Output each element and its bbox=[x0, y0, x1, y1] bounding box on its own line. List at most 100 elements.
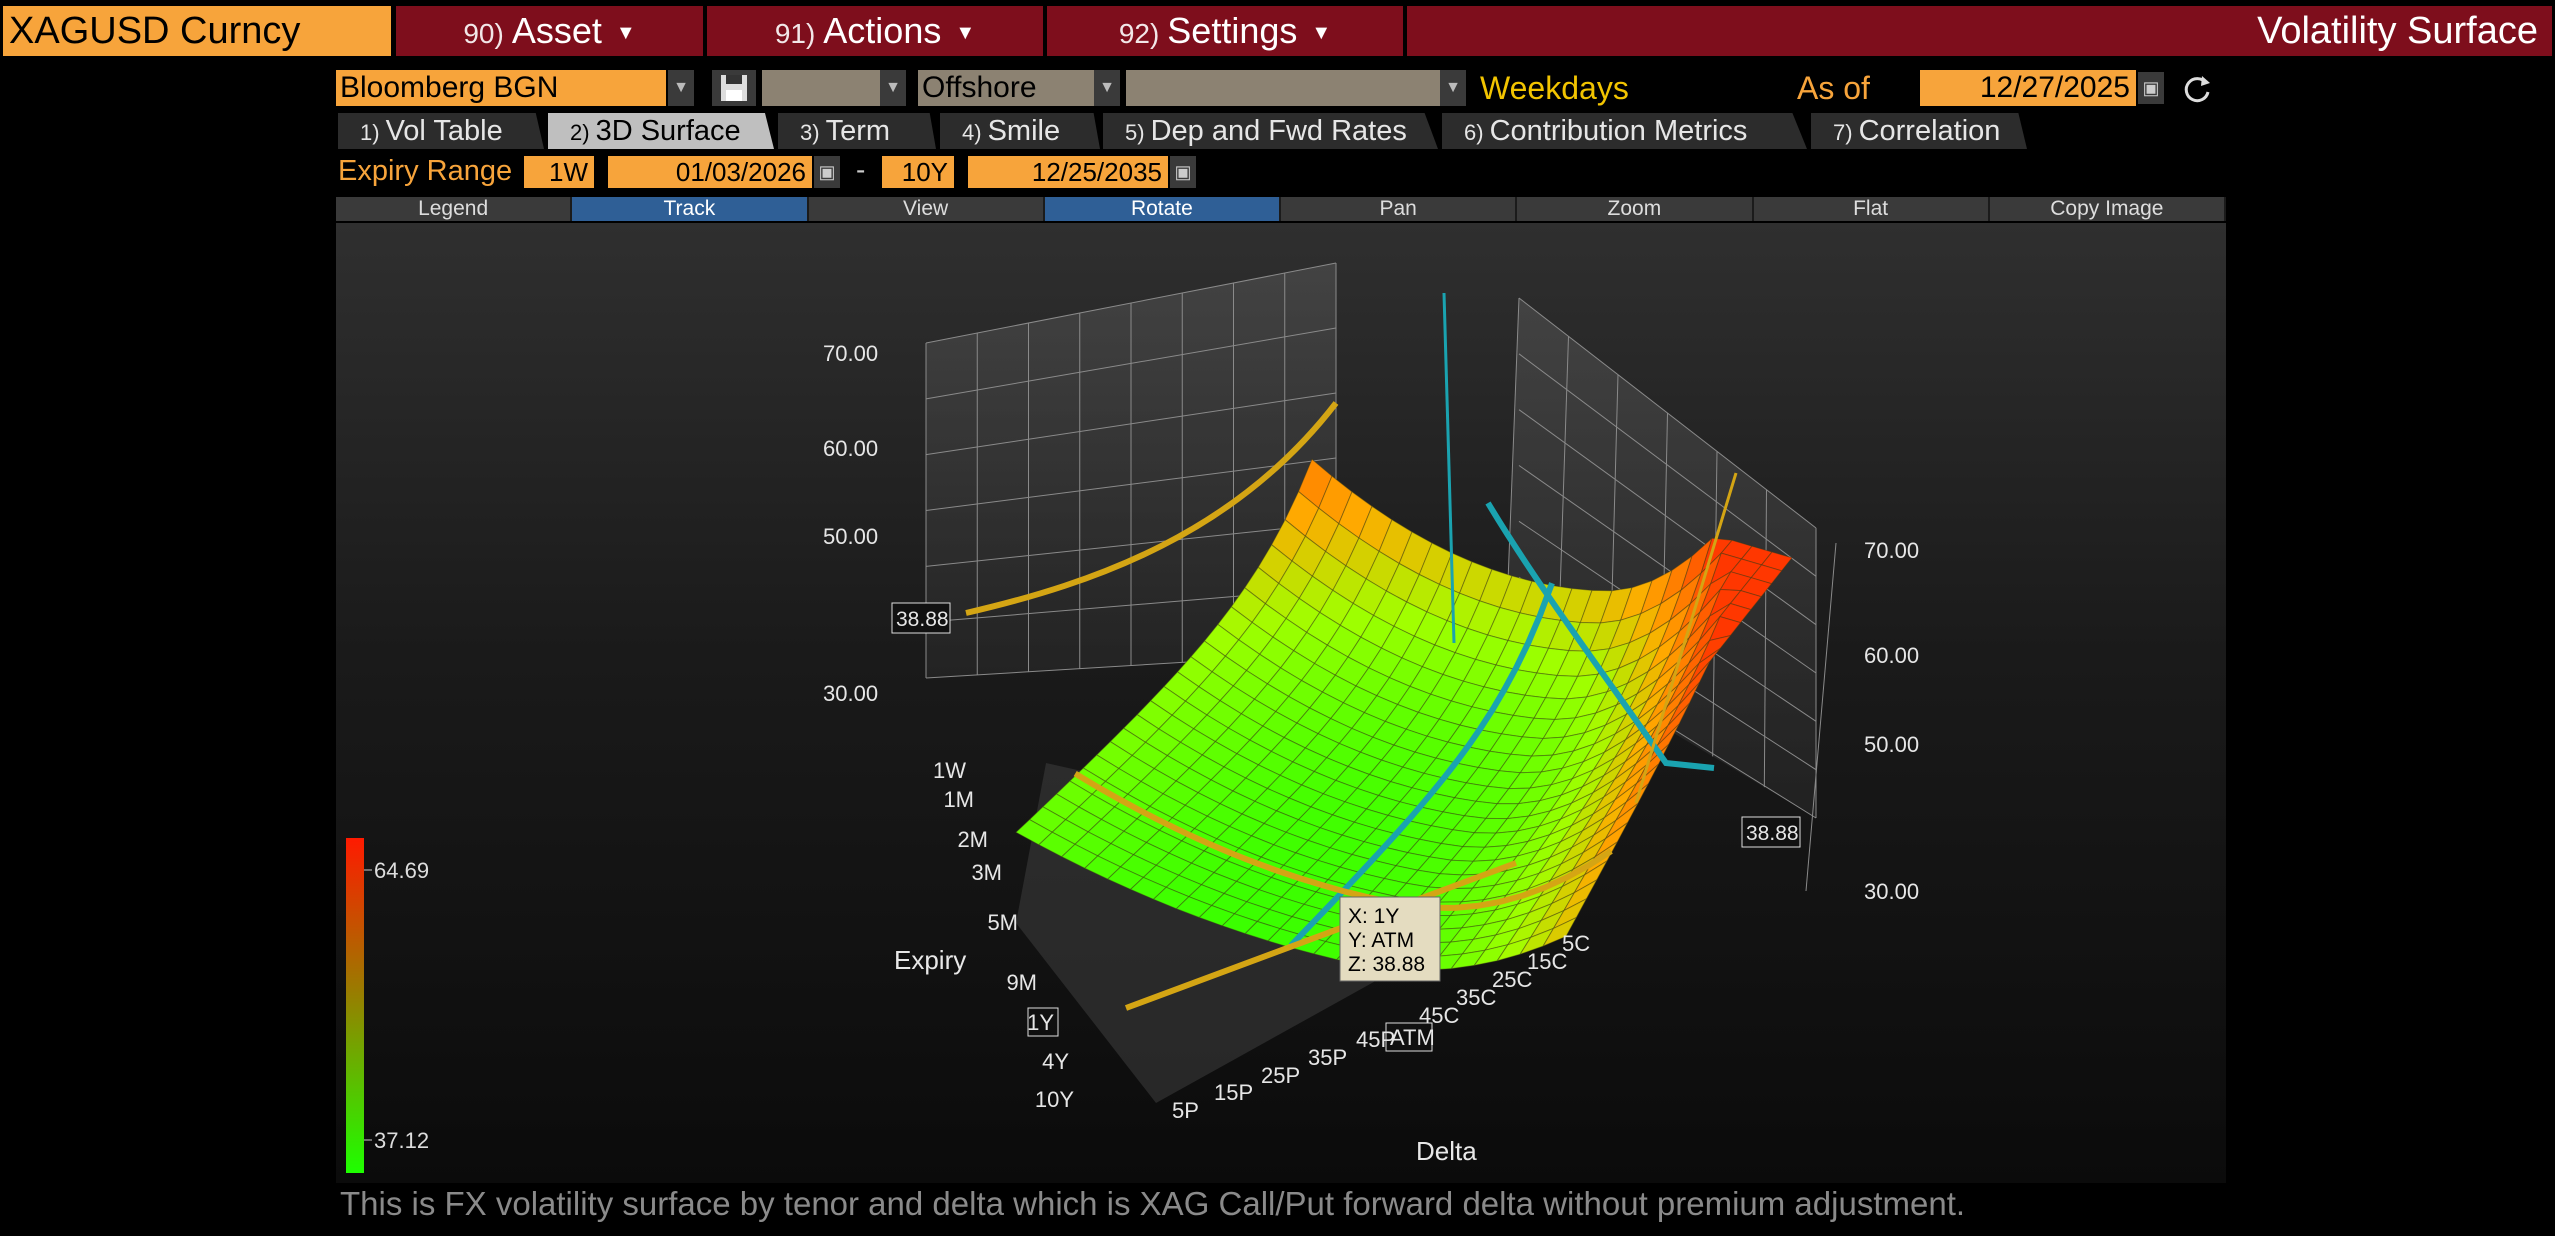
tab-correlation[interactable]: 7) Correlation bbox=[1811, 113, 2027, 149]
calendar-icon[interactable]: ▣ bbox=[814, 156, 840, 188]
tab-label: Smile bbox=[987, 115, 1061, 147]
calendar-label[interactable]: Weekdays bbox=[1480, 70, 1629, 106]
z-axis-line bbox=[1805, 542, 1837, 892]
as-of-label: As of bbox=[1797, 70, 1870, 106]
chevron-down-icon[interactable]: ▼ bbox=[880, 70, 906, 106]
color-scale-min: 37.12 bbox=[374, 1128, 429, 1153]
to-tenor-input[interactable]: 10Y bbox=[882, 156, 954, 188]
asset-menu[interactable]: 90) Asset ▼ bbox=[396, 6, 703, 56]
z-axis-tick-label: 50.00 bbox=[823, 524, 878, 549]
refresh-icon[interactable] bbox=[2180, 72, 2214, 106]
toolbar-rotate-button[interactable]: Rotate bbox=[1044, 197, 1281, 221]
settings-menu[interactable]: 92) Settings ▼ bbox=[1047, 6, 1403, 56]
from-date-input[interactable]: 01/03/2026 bbox=[608, 156, 812, 188]
tab-number: 3) bbox=[800, 120, 820, 145]
toolbar-copy-image-button[interactable]: Copy Image bbox=[1989, 197, 2226, 221]
delta-tick-label: 25C bbox=[1492, 967, 1532, 992]
chevron-down-icon[interactable]: ▼ bbox=[668, 70, 694, 106]
delta-tick-label: 5C bbox=[1562, 931, 1590, 956]
tab-smile[interactable]: 4) Smile bbox=[940, 113, 1100, 149]
tab-3d-surface[interactable]: 2) 3D Surface bbox=[548, 113, 774, 149]
delta-tick-label: 15P bbox=[1214, 1080, 1253, 1105]
tab-term[interactable]: 3) Term bbox=[778, 113, 936, 149]
tab-vol-table[interactable]: 1) Vol Table bbox=[338, 113, 544, 149]
calendar-icon[interactable]: ▣ bbox=[2138, 72, 2164, 104]
svg-text:X: 1Y: X: 1Y bbox=[1348, 905, 1399, 928]
range-separator: - bbox=[856, 154, 866, 185]
expiry-axis-title: Expiry bbox=[894, 945, 966, 975]
actions-menu-label: Actions bbox=[823, 10, 942, 51]
tab-dep-and-fwd-rates[interactable]: 5) Dep and Fwd Rates bbox=[1103, 113, 1438, 149]
toolbar-zoom-button[interactable]: Zoom bbox=[1517, 197, 1754, 221]
delta-tick-label: 25P bbox=[1261, 1063, 1300, 1088]
footnote: This is FX volatility surface by tenor a… bbox=[340, 1185, 1966, 1222]
atm-wall-line bbox=[1442, 292, 1456, 644]
tab-label: Term bbox=[825, 115, 891, 147]
tab-number: 1) bbox=[360, 120, 380, 145]
tab-number: 6) bbox=[1464, 120, 1484, 145]
tab-label: Contribution Metrics bbox=[1489, 115, 1748, 147]
right-back-wall bbox=[1506, 298, 1816, 818]
surface-plot-area[interactable]: 70.00 60.00 50.00 30.00 38.88 70.00 60.00 50.00… bbox=[336, 223, 2226, 1183]
volatility-surface-chart[interactable]: 70.00 60.00 50.00 30.00 38.88 70.00 60.00 50.00… bbox=[336, 223, 2226, 1183]
settings-menu-label: Settings bbox=[1167, 10, 1298, 51]
tab-number: 7) bbox=[1833, 120, 1853, 145]
expiry-tick-label: 2M bbox=[957, 827, 988, 852]
term-projection bbox=[1485, 501, 1715, 771]
tab-label: Vol Table bbox=[385, 115, 503, 147]
expiry-track-line bbox=[1073, 771, 1613, 911]
wall-grid-line bbox=[1518, 465, 1817, 674]
delta-tick-label: 5P bbox=[1172, 1098, 1199, 1123]
chevron-down-icon[interactable]: ▼ bbox=[1440, 70, 1466, 106]
to-date-input[interactable]: 12/25/2035 bbox=[968, 156, 1168, 188]
security-ticker[interactable]: XAGUSD Curncy bbox=[3, 6, 391, 56]
expiry-tick-label: 1W bbox=[933, 758, 966, 783]
chevron-down-icon[interactable]: ▼ bbox=[1094, 70, 1120, 106]
delta-tick-label: 35C bbox=[1456, 985, 1496, 1010]
expiry-tick-label: 1Y bbox=[1027, 1010, 1054, 1035]
chevron-down-icon: ▼ bbox=[955, 22, 976, 45]
source-select[interactable]: Bloomberg BGN bbox=[336, 70, 666, 106]
actions-menu-number: 91) bbox=[774, 18, 816, 49]
asset-menu-number: 90) bbox=[463, 18, 504, 49]
actions-menu[interactable]: 91) Actions ▼ bbox=[707, 6, 1043, 56]
save-icon[interactable] bbox=[712, 70, 756, 106]
tab-label: 3D Surface bbox=[595, 115, 741, 147]
delta-tick-label: 45P bbox=[1356, 1027, 1395, 1052]
expiry-range-label: Expiry Range bbox=[338, 155, 513, 187]
settings-menu-number: 92) bbox=[1118, 18, 1160, 49]
expiry-tick-label: 3M bbox=[971, 860, 1002, 885]
calendar-icon[interactable]: ▣ bbox=[1170, 156, 1196, 188]
tab-number: 5) bbox=[1125, 120, 1145, 145]
expiry-tick-label: 1M bbox=[943, 787, 974, 812]
toolbar-legend-button[interactable]: Legend bbox=[336, 197, 573, 221]
color-scale-max: 64.69 bbox=[374, 858, 429, 883]
floor-projection bbox=[1124, 860, 1518, 1011]
z-marker-label: 38.88 bbox=[1746, 822, 1799, 845]
z-axis-tick-label: 50.00 bbox=[1864, 732, 1919, 757]
z-axis-tick-label: 30.00 bbox=[1864, 879, 1919, 904]
blank-select-1[interactable] bbox=[762, 70, 880, 106]
expiry-tick-label: 4Y bbox=[1042, 1049, 1069, 1074]
atm-track-line bbox=[1288, 582, 1555, 948]
toolbar-view-button[interactable]: View bbox=[808, 197, 1045, 221]
delta-tick-label: 15C bbox=[1527, 949, 1567, 974]
z-marker-box bbox=[1741, 816, 1801, 848]
z-axis-tick-label: 70.00 bbox=[1864, 538, 1919, 563]
z-axis-tick-label: 60.00 bbox=[823, 436, 878, 461]
delta-highlight-box bbox=[1385, 1022, 1433, 1052]
blank-select-2[interactable] bbox=[1126, 70, 1440, 106]
tab-contribution-metrics[interactable]: 6) Contribution Metrics bbox=[1442, 113, 1807, 149]
wall-grid-line bbox=[1518, 353, 1817, 577]
toolbar-pan-button[interactable]: Pan bbox=[1281, 197, 1518, 221]
as-of-date-input[interactable]: 12/27/2025 bbox=[1920, 70, 2136, 106]
color-scale-bar bbox=[346, 838, 364, 1173]
toolbar-track-button[interactable]: Track bbox=[572, 197, 809, 221]
chevron-down-icon: ▼ bbox=[615, 22, 636, 45]
market-select[interactable]: Offshore bbox=[918, 70, 1094, 106]
z-axis-tick-label: 60.00 bbox=[1864, 643, 1919, 668]
expiry-tick-label: 9M bbox=[1006, 970, 1037, 995]
toolbar-flat-button[interactable]: Flat bbox=[1753, 197, 1990, 221]
expiry-highlight-box bbox=[1027, 1007, 1059, 1037]
from-tenor-input[interactable]: 1W bbox=[524, 156, 594, 188]
